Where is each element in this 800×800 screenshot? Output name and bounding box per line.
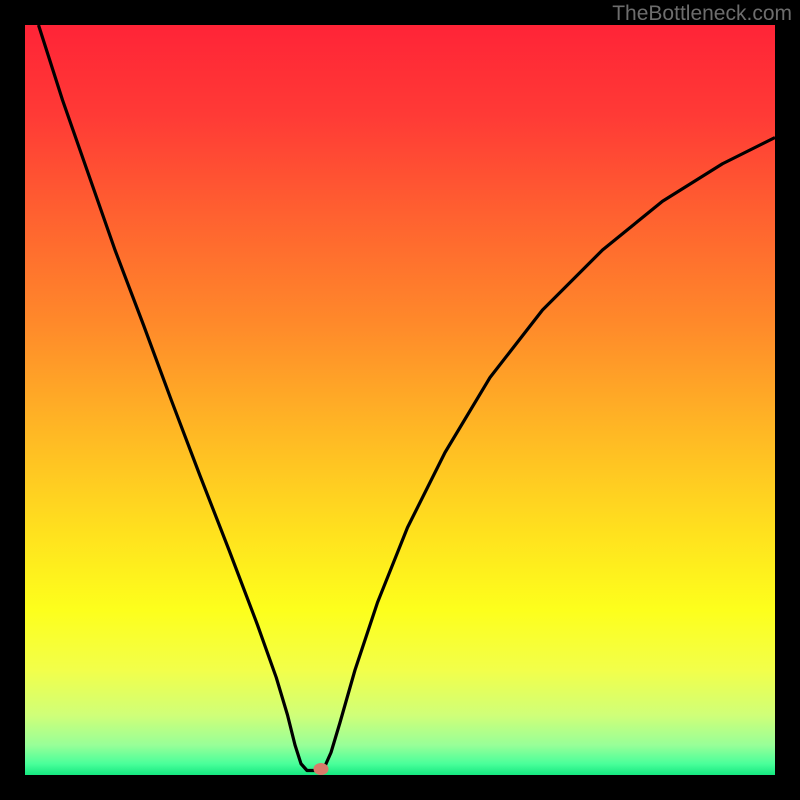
optimum-marker — [314, 763, 329, 775]
plot-area — [25, 25, 775, 775]
watermark-text: TheBottleneck.com — [612, 2, 792, 26]
bottleneck-curve — [25, 25, 775, 775]
